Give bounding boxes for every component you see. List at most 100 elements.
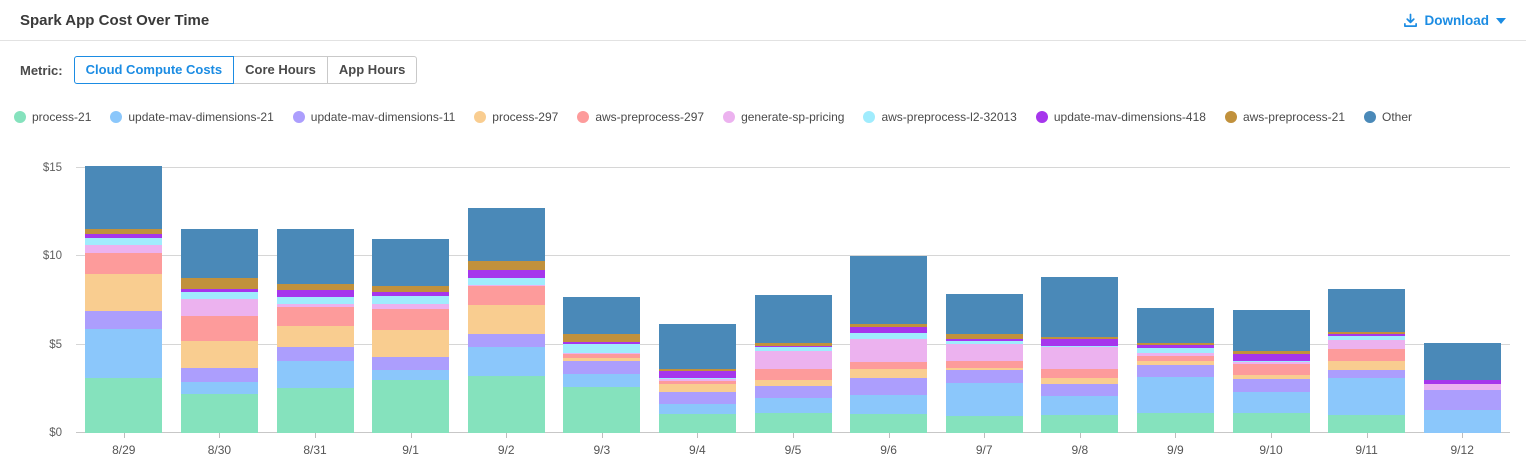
bar-segment-generate-sp-pricing[interactable] <box>180 298 258 317</box>
bar-segment-generate-sp-pricing[interactable] <box>945 343 1023 361</box>
tab-app-hours[interactable]: App Hours <box>326 56 418 84</box>
bar-segment-aws-preprocess-21[interactable] <box>1328 331 1406 335</box>
bar-segment-aws-preprocess-297[interactable] <box>1232 364 1310 375</box>
bar-segment-process-297[interactable] <box>945 367 1023 371</box>
bar-segment-aws-preprocess-21[interactable] <box>276 283 354 290</box>
bar-segment-update-mav-dimensions-21[interactable] <box>850 395 928 414</box>
bar-segment-process-21[interactable] <box>1041 415 1119 433</box>
bar-segment-aws-preprocess-l2-32013[interactable] <box>467 277 545 285</box>
bar-9/2[interactable] <box>467 207 545 433</box>
bar-segment-process-297[interactable] <box>754 380 832 387</box>
bar-segment-aws-preprocess-21[interactable] <box>467 260 545 270</box>
legend-item-update-mav-dimensions-11[interactable]: update-mav-dimensions-11 <box>292 110 455 124</box>
bar-segment-process-21[interactable] <box>1328 415 1406 433</box>
bar-segment-update-mav-dimensions-11[interactable] <box>85 311 163 329</box>
bar-segment-aws-preprocess-21[interactable] <box>850 324 928 328</box>
bar-segment-process-297[interactable] <box>658 384 736 392</box>
bar-segment-process-21[interactable] <box>754 412 832 433</box>
bar-segment-update-mav-dimensions-418[interactable] <box>372 291 450 297</box>
bar-segment-update-mav-dimensions-11[interactable] <box>1328 370 1406 379</box>
bar-segment-update-mav-dimensions-418[interactable] <box>85 234 163 238</box>
bar-segment-process-21[interactable] <box>850 413 928 433</box>
bar-8/30[interactable] <box>180 229 258 433</box>
bar-segment-aws-preprocess-21[interactable] <box>1041 336 1119 340</box>
bar-segment-generate-sp-pricing[interactable] <box>372 304 450 310</box>
bar-segment-aws-preprocess-21[interactable] <box>945 334 1023 339</box>
bar-segment-aws-preprocess-l2-32013[interactable] <box>85 237 163 245</box>
bar-segment-update-mav-dimensions-418[interactable] <box>1328 334 1406 336</box>
legend-item-update-mav-dimensions-21[interactable]: update-mav-dimensions-21 <box>110 110 274 124</box>
bar-segment-aws-preprocess-297[interactable] <box>180 316 258 342</box>
bar-segment-update-mav-dimensions-11[interactable] <box>850 378 928 396</box>
bar-segment-aws-preprocess-21[interactable] <box>85 229 163 235</box>
bar-segment-update-mav-dimensions-11[interactable] <box>467 334 545 348</box>
bar-segment-update-mav-dimensions-418[interactable] <box>180 289 258 292</box>
bar-segment-process-21[interactable] <box>658 414 736 433</box>
bar-segment-update-mav-dimensions-21[interactable] <box>1328 378 1406 416</box>
bar-segment-update-mav-dimensions-21[interactable] <box>180 381 258 395</box>
legend-item-generate-sp-pricing[interactable]: generate-sp-pricing <box>723 110 844 124</box>
bar-segment-update-mav-dimensions-11[interactable] <box>563 360 641 374</box>
bar-segment-aws-preprocess-297[interactable] <box>467 286 545 305</box>
bar-9/6[interactable] <box>850 256 928 433</box>
bar-segment-process-297[interactable] <box>467 304 545 335</box>
bar-segment-Other[interactable] <box>372 238 450 286</box>
bar-segment-update-mav-dimensions-21[interactable] <box>563 373 641 388</box>
bar-segment-aws-preprocess-l2-32013[interactable] <box>1136 348 1214 353</box>
bar-segment-aws-preprocess-297[interactable] <box>1328 349 1406 361</box>
bar-segment-update-mav-dimensions-21[interactable] <box>276 360 354 388</box>
bar-segment-generate-sp-pricing[interactable] <box>754 350 832 369</box>
bar-segment-aws-preprocess-l2-32013[interactable] <box>1232 360 1310 363</box>
bar-segment-generate-sp-pricing[interactable] <box>276 304 354 307</box>
bar-segment-generate-sp-pricing[interactable] <box>850 339 928 363</box>
bar-segment-update-mav-dimensions-418[interactable] <box>1423 380 1501 385</box>
bar-segment-process-297[interactable] <box>372 329 450 358</box>
bar-9/12[interactable] <box>1423 342 1501 433</box>
bar-segment-process-21[interactable] <box>372 380 450 433</box>
bar-segment-aws-preprocess-297[interactable] <box>85 252 163 275</box>
bar-segment-aws-preprocess-l2-32013[interactable] <box>180 291 258 299</box>
bar-segment-process-297[interactable] <box>1232 374 1310 380</box>
bar-segment-process-297[interactable] <box>1328 360 1406 371</box>
tab-cloud-compute-costs[interactable]: Cloud Compute Costs <box>73 56 235 84</box>
bar-segment-update-mav-dimensions-11[interactable] <box>1423 389 1501 411</box>
bar-segment-Other[interactable] <box>180 229 258 278</box>
bar-segment-generate-sp-pricing[interactable] <box>1328 340 1406 350</box>
bar-segment-update-mav-dimensions-11[interactable] <box>276 347 354 361</box>
bar-segment-aws-preprocess-21[interactable] <box>1232 350 1310 354</box>
bar-segment-aws-preprocess-l2-32013[interactable] <box>658 378 736 380</box>
bar-segment-update-mav-dimensions-11[interactable] <box>1136 365 1214 378</box>
bar-segment-aws-preprocess-l2-32013[interactable] <box>1328 335 1406 341</box>
bar-segment-process-21[interactable] <box>276 387 354 433</box>
bar-8/31[interactable] <box>276 229 354 433</box>
bar-segment-update-mav-dimensions-418[interactable] <box>945 338 1023 342</box>
bar-segment-process-21[interactable] <box>563 387 641 433</box>
bar-segment-update-mav-dimensions-418[interactable] <box>1232 353 1310 361</box>
bar-9/4[interactable] <box>658 323 736 433</box>
bar-8/29[interactable] <box>85 166 163 433</box>
bar-segment-update-mav-dimensions-418[interactable] <box>850 327 928 334</box>
bar-segment-update-mav-dimensions-21[interactable] <box>1423 410 1501 433</box>
bar-segment-update-mav-dimensions-11[interactable] <box>372 357 450 371</box>
bar-segment-aws-preprocess-297[interactable] <box>850 362 928 369</box>
bar-segment-generate-sp-pricing[interactable] <box>1423 384 1501 390</box>
bar-segment-process-297[interactable] <box>1041 378 1119 384</box>
bar-segment-aws-preprocess-l2-32013[interactable] <box>945 341 1023 344</box>
bar-segment-aws-preprocess-21[interactable] <box>658 369 736 372</box>
bar-segment-update-mav-dimensions-11[interactable] <box>754 386 832 398</box>
bar-segment-aws-preprocess-21[interactable] <box>754 342 832 346</box>
bar-segment-Other[interactable] <box>1136 307 1214 343</box>
bar-segment-update-mav-dimensions-418[interactable] <box>1136 345 1214 349</box>
bar-segment-process-21[interactable] <box>85 378 163 433</box>
bar-segment-update-mav-dimensions-21[interactable] <box>467 347 545 377</box>
bar-segment-process-21[interactable] <box>467 376 545 433</box>
bar-9/10[interactable] <box>1232 310 1310 433</box>
bar-9/7[interactable] <box>945 294 1023 433</box>
legend-item-aws-preprocess-l2-32013[interactable]: aws-preprocess-l2-32013 <box>863 110 1017 124</box>
legend-item-Other[interactable]: Other <box>1364 110 1412 124</box>
bar-9/9[interactable] <box>1136 307 1214 433</box>
bar-segment-generate-sp-pricing[interactable] <box>1232 362 1310 365</box>
bar-segment-aws-preprocess-297[interactable] <box>754 368 832 381</box>
bar-segment-update-mav-dimensions-21[interactable] <box>658 403 736 415</box>
bar-segment-aws-preprocess-l2-32013[interactable] <box>1041 345 1119 348</box>
